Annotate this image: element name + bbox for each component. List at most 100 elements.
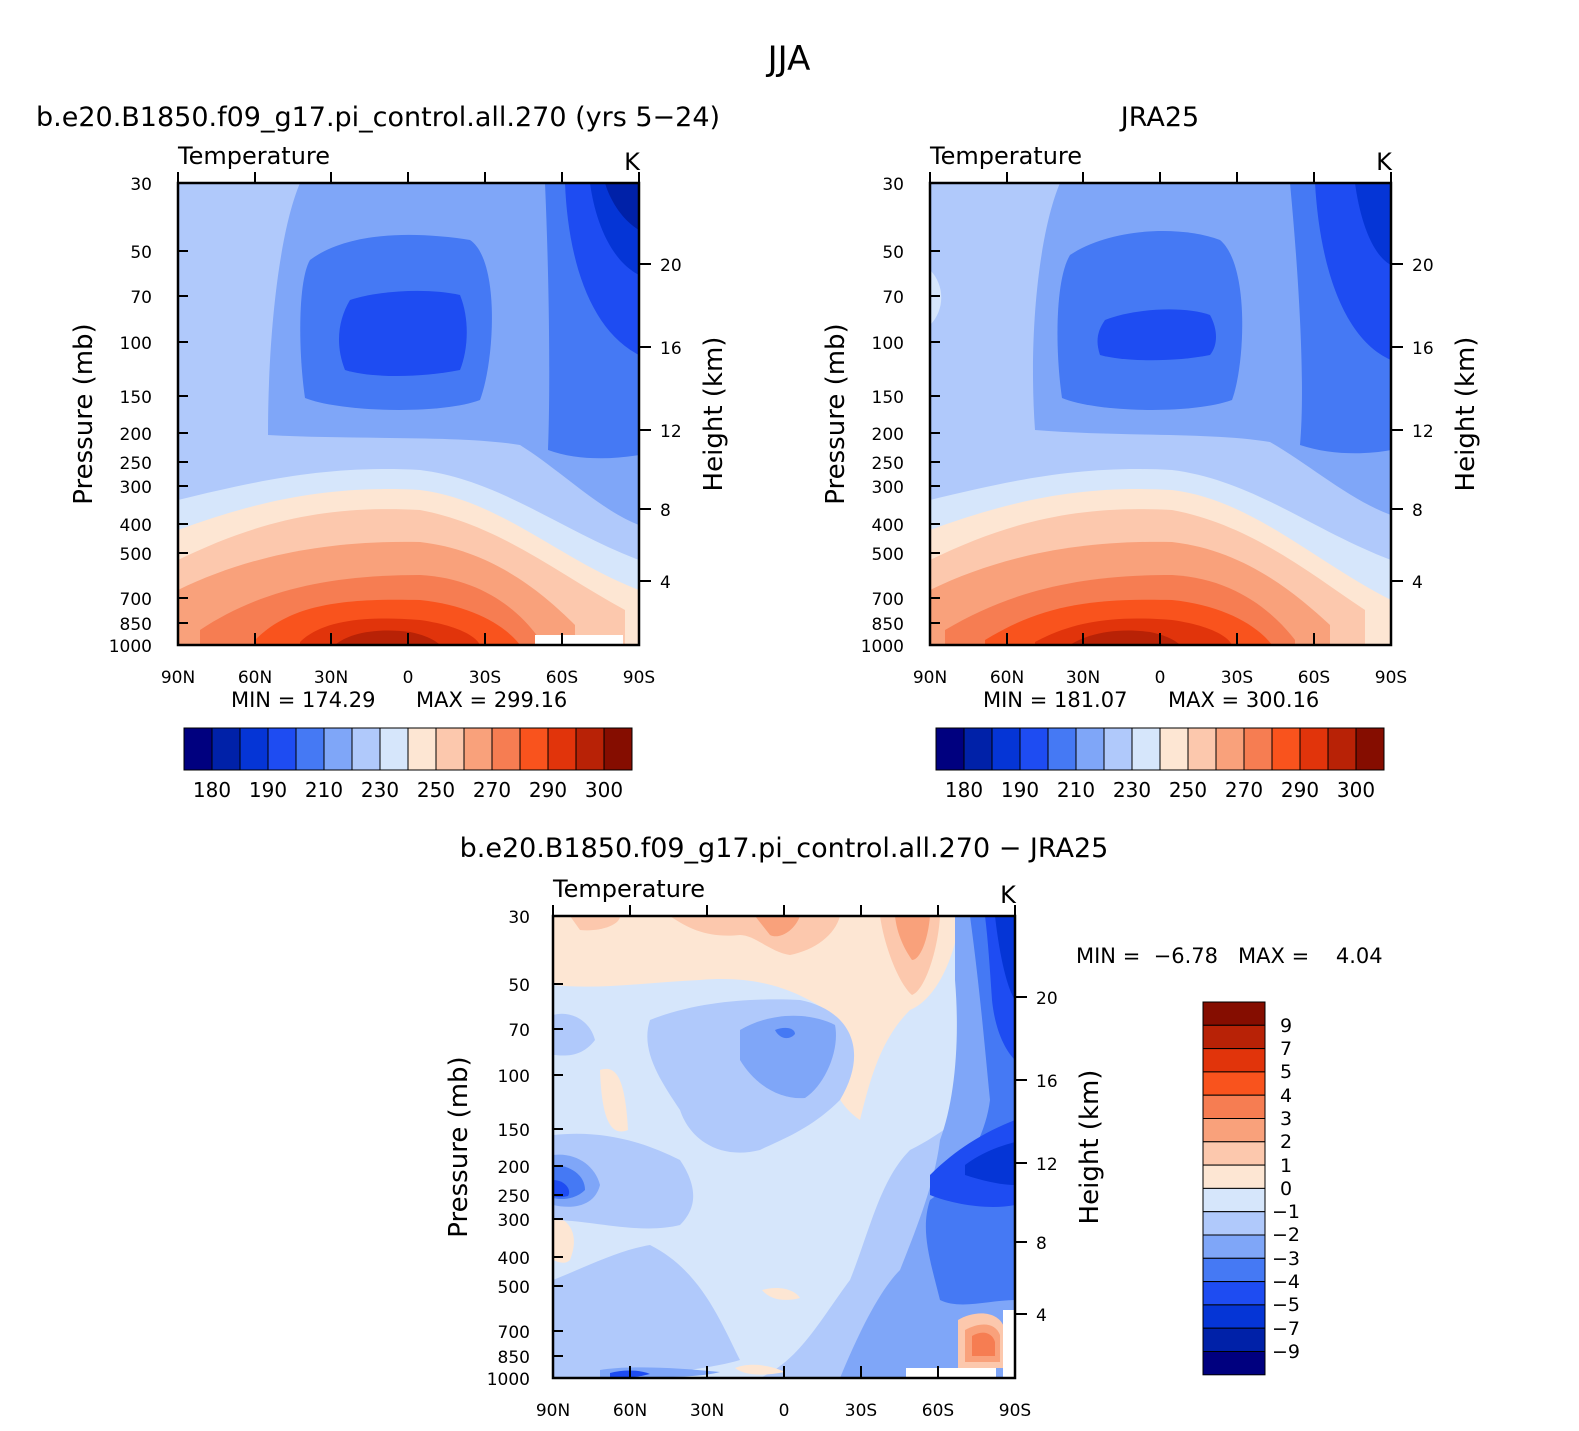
x-tick-label: 30N <box>1066 668 1100 688</box>
colorbar-label: 190 <box>249 778 287 802</box>
y-tick-label: 300 <box>120 478 152 498</box>
contour-band <box>553 916 960 1120</box>
y-right-tick-label: 16 <box>660 339 682 359</box>
x-tick-label: 0 <box>1155 668 1166 688</box>
contour-band <box>553 1180 570 1198</box>
colorbar-swatch <box>1047 727 1077 771</box>
colorbar-swatch <box>1131 727 1161 771</box>
colorbar-swatch <box>963 727 993 771</box>
contour-field <box>178 183 639 645</box>
contour-band <box>1097 309 1216 361</box>
missing-data-mask <box>535 635 623 645</box>
colorbar-swatch <box>1271 727 1301 771</box>
x-tick-label: 90S <box>623 668 655 688</box>
x-tick-label: 90N <box>536 1401 570 1421</box>
contour-band <box>755 916 800 937</box>
missing-data-mask <box>906 1368 996 1378</box>
colorbar-label: 210 <box>305 778 343 802</box>
colorbar-swatch <box>1215 727 1245 771</box>
x-tick-label: 60S <box>546 668 578 688</box>
colorbar-label: 290 <box>529 778 567 802</box>
y-tick-label: 250 <box>498 1187 530 1207</box>
colorbar-label: 190 <box>1001 778 1039 802</box>
x-tick-label: 0 <box>403 668 414 688</box>
contour-band <box>995 916 1015 1000</box>
y-tick-label: 70 <box>130 288 152 308</box>
units-label: K <box>1000 881 1017 909</box>
y-axis-title: Pressure (mb) <box>69 323 99 504</box>
colorbar-label: 250 <box>1169 778 1207 802</box>
y-right-tick-label: 4 <box>1412 573 1423 593</box>
y-tick-label: 100 <box>120 334 152 354</box>
y-tick-label: 700 <box>498 1323 530 1343</box>
x-tick-label: 60S <box>922 1401 954 1421</box>
panel-difference: b.e20.B1850.f09_g17.pi_control.all.270 −… <box>444 833 1383 1421</box>
x-tick-label: 60S <box>1298 668 1330 688</box>
y-axis-title: Pressure (mb) <box>821 323 851 504</box>
colorbar-swatch <box>1243 727 1273 771</box>
y-tick-label: 700 <box>120 590 152 610</box>
colorbar-swatch <box>1202 1211 1266 1236</box>
colorbar-label: 290 <box>1281 778 1319 802</box>
colorbar-label: 180 <box>945 778 983 802</box>
y-tick-label: 30 <box>130 175 152 195</box>
y-right-tick-label: 20 <box>660 256 682 276</box>
y-tick-label: 1000 <box>861 637 904 657</box>
y-tick-label: 850 <box>120 615 152 635</box>
y-tick-label: 400 <box>872 516 904 536</box>
y-tick-label: 100 <box>498 1067 530 1087</box>
contour-band <box>925 916 1015 1305</box>
y-axis-right: 4 8 12 16 20 Height (km) <box>639 256 729 593</box>
y-tick-label: 400 <box>498 1249 530 1269</box>
colorbar-swatch <box>1202 1024 1266 1050</box>
contour-band <box>670 916 840 955</box>
y-tick-label: 250 <box>120 454 152 474</box>
x-tick-label: 60N <box>238 668 272 688</box>
colorbar-label: 270 <box>1225 778 1263 802</box>
colorbar-swatch <box>1159 727 1189 771</box>
colorbar-swatch <box>1019 727 1049 771</box>
colorbar-label: 180 <box>193 778 231 802</box>
y-tick-label: 50 <box>130 243 152 263</box>
colorbar-label: 300 <box>585 778 623 802</box>
contour-band <box>553 1133 694 1229</box>
y-tick-label: 50 <box>882 243 904 263</box>
y-axis-right: 4 8 12 16 20 Height (km) <box>1391 256 1481 593</box>
variable-label: Temperature <box>177 142 330 170</box>
colorbar-swatch <box>407 727 437 771</box>
colorbar-swatch <box>1202 1164 1266 1189</box>
contour-band <box>1070 630 1180 645</box>
colorbar-label: 3 <box>1280 1108 1292 1130</box>
contour-field <box>553 916 1015 1378</box>
colorbar-swatch <box>491 727 521 771</box>
max-label: MAX = 299.16 <box>416 688 567 712</box>
y-tick-label: 30 <box>882 175 904 195</box>
contour-band <box>570 916 620 931</box>
colorbar-swatch <box>379 727 409 771</box>
colorbar-label: −4 <box>1272 1271 1300 1293</box>
y-right-tick-label: 8 <box>1036 1234 1047 1254</box>
colorbar-label: 300 <box>1337 778 1375 802</box>
y-tick-label: 30 <box>508 908 530 928</box>
x-tick-label: 60N <box>990 668 1024 688</box>
y-right-axis-title: Height (km) <box>1451 337 1481 492</box>
colorbar-label: 210 <box>1057 778 1095 802</box>
y-tick-label: 300 <box>498 1211 530 1231</box>
y-right-axis-title: Height (km) <box>699 337 729 492</box>
contour-band <box>965 1142 1015 1185</box>
y-tick-label: 150 <box>120 388 152 408</box>
colorbar-swatch <box>1202 1234 1266 1259</box>
contour-band <box>553 1013 595 1056</box>
colorbar-swatch <box>1202 1071 1266 1096</box>
colorbar-label: 7 <box>1280 1038 1292 1060</box>
variable-label: Temperature <box>552 875 705 903</box>
colorbar-label: 230 <box>1113 778 1151 802</box>
colorbar-swatch <box>1299 727 1329 771</box>
min-max-label: MIN = −6.78 MAX = 4.04 <box>1076 944 1383 968</box>
y-right-tick-label: 12 <box>1036 1155 1058 1175</box>
x-tick-label: 0 <box>779 1401 790 1421</box>
y-right-tick-label: 20 <box>1036 989 1058 1009</box>
colorbar-swatch <box>1187 727 1217 771</box>
colorbar-label: 0 <box>1280 1178 1292 1200</box>
